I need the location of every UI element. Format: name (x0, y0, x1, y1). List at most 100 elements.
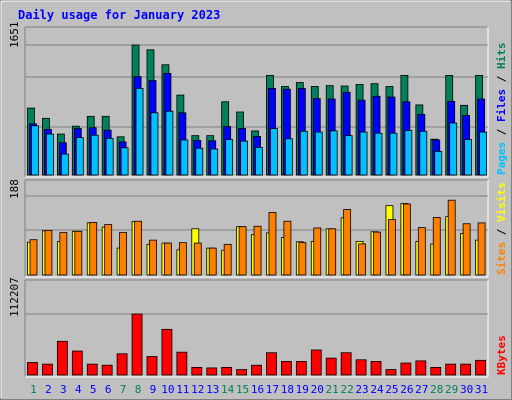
kbytes-bar-22 (340, 352, 352, 376)
kbytes-bar-12 (191, 366, 203, 376)
panels (24, 26, 489, 378)
pages-bar-29 (449, 122, 458, 176)
kbytes-bar-30 (460, 363, 472, 376)
pages-bar-7 (120, 147, 129, 176)
day-label-27: 27 (415, 383, 428, 396)
sites-bar-30 (462, 223, 471, 276)
day-axis: 1 2 3 4 5 6 7 8 9 10 11 12 13 14 15 16 17 18 19 20 21 22 23 24 2… (30, 383, 488, 396)
sites-bar-25 (388, 219, 396, 276)
day-label-3: 3 (60, 383, 67, 396)
day-label-13: 13 (206, 383, 219, 396)
sites-bar-10 (164, 242, 172, 276)
day-label-25: 25 (385, 383, 398, 396)
kbytes-bar-27 (415, 360, 427, 376)
day-label-9: 9 (150, 383, 157, 396)
day-label-26: 26 (400, 383, 413, 396)
legend-pages: Pages (495, 142, 508, 175)
sites-bar-6 (104, 224, 113, 276)
pages-bar-12 (195, 147, 204, 176)
sites-bar-11 (178, 242, 187, 276)
day-label-31: 31 (475, 383, 488, 396)
sites-bar-7 (119, 232, 128, 276)
kbytes-bar-19 (295, 361, 307, 376)
kbytes-bar-17 (266, 352, 277, 376)
sites-bar-19 (298, 242, 307, 276)
day-label-7: 7 (120, 383, 127, 396)
sites-bar-4 (74, 230, 83, 276)
pages-bar-4 (75, 137, 84, 176)
bot-ymax-label: 112207 (8, 277, 21, 317)
pages-bar-5 (90, 134, 99, 176)
legend-files: Files (495, 89, 508, 122)
sites-bar-23 (358, 243, 366, 276)
day-label-24: 24 (370, 383, 384, 396)
pages-bar-3 (60, 153, 69, 176)
sites-bar-1 (29, 239, 38, 276)
pages-bar-6 (105, 137, 114, 176)
sites-bar-15 (238, 226, 247, 276)
pages-bar-21 (329, 130, 338, 176)
sites-bar-8 (134, 220, 142, 276)
kbytes-bar-4 (71, 350, 83, 376)
mid-legend: Sites / Visits (495, 182, 508, 275)
kbytes-bar-15 (236, 369, 247, 376)
kbytes-bar-9 (146, 356, 158, 376)
kbytes-bar-11 (176, 351, 188, 376)
top-legend: Pages / Files / Hits (495, 43, 508, 176)
pages-bar-8 (135, 87, 144, 176)
kbytes-bar-28 (430, 366, 442, 376)
day-label-2: 2 (45, 383, 52, 396)
legend-sites: Sites (495, 242, 508, 275)
sites-bar-24 (373, 231, 381, 276)
kbytes-bar-1 (27, 362, 38, 376)
kbytes-bar-7 (116, 353, 128, 376)
kbytes-bar-24 (370, 361, 382, 376)
sites-bar-2 (44, 230, 53, 276)
kbytes-bar-18 (281, 361, 292, 376)
pages-bar-1 (31, 125, 39, 176)
legend-visits: Visits (495, 182, 508, 222)
kbytes-bar-14 (221, 366, 233, 376)
sites-bar-21 (328, 228, 337, 276)
day-label-19: 19 (296, 383, 309, 396)
pages-bar-11 (180, 139, 189, 176)
day-label-10: 10 (161, 383, 174, 396)
day-label-12: 12 (191, 383, 204, 396)
day-label-20: 20 (311, 383, 324, 396)
legend-sep2: / (495, 75, 508, 82)
day-label-11: 11 (176, 383, 189, 396)
sites-bar-16 (253, 225, 262, 276)
sites-bar-22 (343, 209, 352, 276)
pages-bar-15 (240, 140, 248, 176)
kbytes-bar-25 (385, 369, 397, 376)
pages-bar-19 (299, 130, 308, 176)
sites-bar-9 (149, 239, 157, 276)
day-label-17: 17 (266, 383, 279, 396)
day-label-30: 30 (460, 383, 473, 396)
day-label-4: 4 (75, 383, 82, 396)
pages-bar-13 (210, 148, 219, 176)
pages-bar-22 (344, 135, 353, 176)
chart-title: Daily usage for January 2023 (18, 8, 220, 22)
kbytes-bar-20 (310, 349, 322, 376)
sites-bar-14 (223, 243, 232, 276)
pages-bar-2 (46, 133, 54, 176)
legend-hits: Hits (495, 43, 508, 70)
kbytes-bar-13 (206, 367, 218, 376)
pages-bar-26 (404, 130, 413, 176)
sites-bar-29 (447, 199, 456, 276)
pages-bar-20 (314, 131, 323, 176)
bot-legend: KBytes (495, 335, 508, 375)
day-label-5: 5 (90, 383, 97, 396)
pages-bar-31 (479, 131, 487, 176)
sites-bar-20 (313, 227, 322, 276)
sites-bar-31 (477, 222, 486, 276)
kbytes-bar-2 (42, 363, 53, 376)
kbytes-bar-23 (355, 359, 367, 376)
mid-ymax-label: 188 (8, 179, 21, 199)
day-label-28: 28 (430, 383, 443, 396)
pages-bar-24 (374, 132, 383, 176)
sites-bar-17 (268, 211, 277, 276)
day-label-22: 22 (340, 383, 353, 396)
